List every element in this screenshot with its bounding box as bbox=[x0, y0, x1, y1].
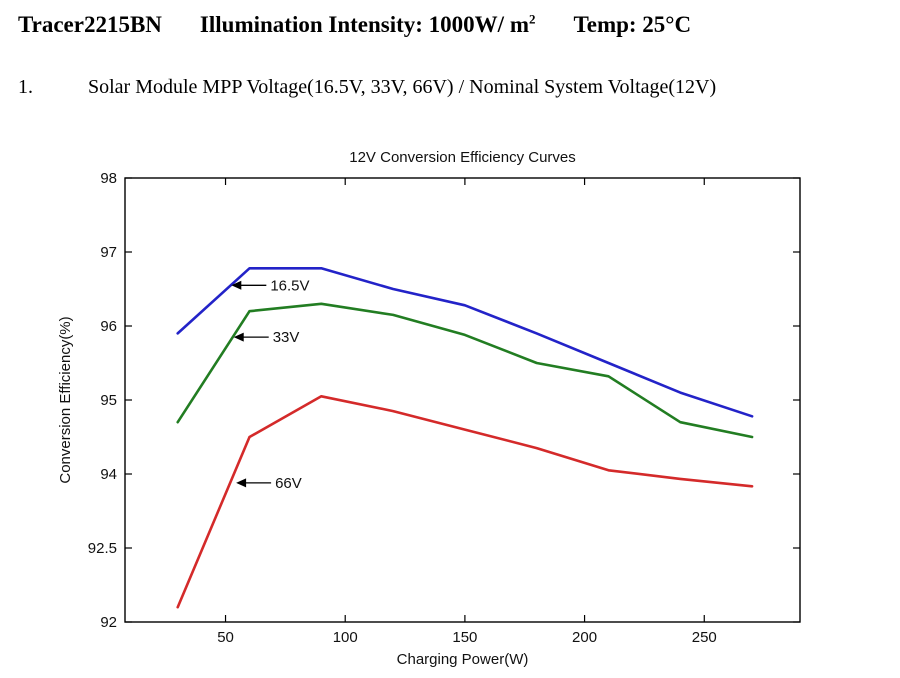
model-name: Tracer2215BN bbox=[18, 12, 162, 37]
y-tick-label: 92.5 bbox=[88, 540, 117, 557]
y-tick-label: 97 bbox=[100, 244, 117, 261]
note-text: Solar Module MPP Voltage(16.5V, 33V, 66V… bbox=[88, 76, 717, 98]
x-tick-label: 200 bbox=[572, 629, 597, 646]
x-tick-label: 150 bbox=[452, 629, 477, 646]
efficiency-chart: 12V Conversion Efficiency Curves 98 97 96 95… bbox=[57, 149, 801, 668]
y-tick-label: 96 bbox=[100, 318, 117, 335]
illumination-text: Illumination Intensity: 1000W/ m2 bbox=[200, 12, 536, 38]
annotation-arrow-head bbox=[231, 280, 242, 290]
series-line-33V bbox=[176, 302, 754, 439]
temperature-text: Temp: 25°C bbox=[573, 12, 692, 37]
x-axis-label: Charging Power(W) bbox=[397, 651, 529, 668]
annotation-label: 66V bbox=[275, 475, 302, 492]
y-axis-label: Conversion Efficiency(%) bbox=[57, 316, 74, 483]
plot-box bbox=[124, 177, 801, 623]
note-line: 1. Solar Module MPP Voltage(16.5V, 33V, 6… bbox=[18, 76, 716, 99]
chart-title: 12V Conversion Efficiency Curves bbox=[349, 149, 576, 166]
annotation-arrow-head bbox=[233, 332, 244, 342]
y-tick-label: 95 bbox=[100, 392, 117, 409]
x-tick-label: 100 bbox=[333, 629, 358, 646]
annotation-label: 33V bbox=[273, 329, 300, 346]
y-tick-label: 92 bbox=[100, 614, 117, 631]
y-tick-label: 94 bbox=[100, 466, 117, 483]
page-header: Tracer2215BN Illumination Intensity: 100… bbox=[18, 12, 691, 38]
series-line-66V bbox=[176, 394, 754, 609]
superscript-2: 2 bbox=[529, 11, 536, 27]
series-line-16.5V bbox=[176, 267, 754, 418]
annotation-arrow-head bbox=[236, 478, 247, 488]
x-tick-label: 50 bbox=[217, 629, 234, 646]
y-tick-label: 98 bbox=[100, 170, 117, 187]
x-tick-label: 250 bbox=[692, 629, 717, 646]
annotation-label: 16.5V bbox=[270, 277, 309, 294]
illumination-label: Illumination Intensity: 1000W/ m bbox=[199, 12, 529, 37]
note-number: 1. bbox=[18, 76, 33, 98]
